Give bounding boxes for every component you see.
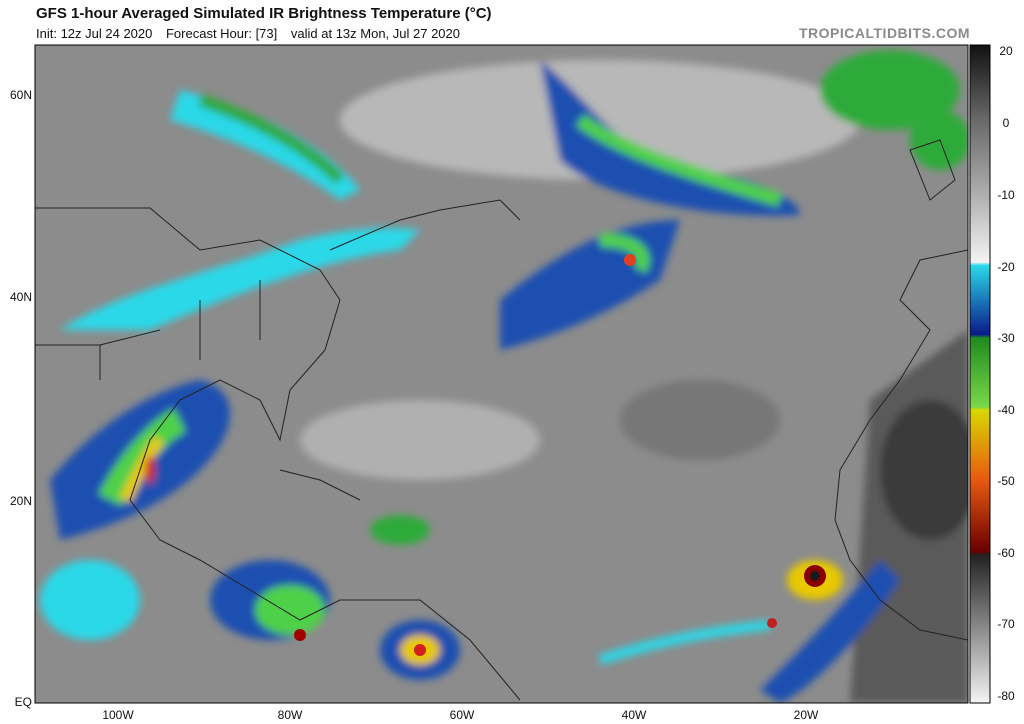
lat-label: EQ xyxy=(15,695,32,709)
lat-label: 40N xyxy=(10,290,32,304)
lon-label: 100W xyxy=(102,708,134,722)
storm-core xyxy=(414,644,426,656)
lon-label: 40W xyxy=(622,708,647,722)
lon-label: 80W xyxy=(278,708,303,722)
lon-label: 60W xyxy=(450,708,475,722)
coastlines xyxy=(35,139,968,701)
colorbar-label: -70 xyxy=(997,617,1015,631)
labels: 60N 40N 20N EQ 100W 80W 60W 40W 20W 20 0 -10 -20 -30 -… xyxy=(10,44,1015,722)
lat-label: 60N xyxy=(10,88,32,102)
colorbar-label: 0 xyxy=(1003,116,1010,130)
colorbar xyxy=(969,44,991,704)
site-name: TROPICALTIDBITS.COM xyxy=(798,25,970,41)
colorbar-label: -40 xyxy=(997,403,1015,417)
colorbar-label: -30 xyxy=(997,331,1015,345)
cloud-field xyxy=(40,50,968,703)
colorbar-label: -60 xyxy=(997,546,1015,560)
storm-core xyxy=(810,571,820,581)
lon-label: 20W xyxy=(794,708,819,722)
storm-core xyxy=(294,629,306,641)
colorbar-label: -50 xyxy=(997,474,1015,488)
map-area xyxy=(35,45,968,703)
init-time: Init: 12z Jul 24 2020 xyxy=(36,26,153,41)
forecast-hour: Forecast Hour: [73] xyxy=(165,26,278,41)
colorbar-label: 20 xyxy=(999,44,1013,58)
storm-core xyxy=(624,254,636,266)
subtitle: Init: 12z Jul 24 2020 Forecast Hour: [73… xyxy=(36,26,470,41)
colorbar-label: -20 xyxy=(997,260,1015,274)
colorbar-label: -10 xyxy=(997,188,1015,202)
storm-core xyxy=(767,618,777,628)
map-frame xyxy=(34,44,969,704)
title: GFS 1-hour Averaged Simulated IR Brightn… xyxy=(36,5,492,22)
lat-label: 20N xyxy=(10,494,32,508)
valid-time: valid at 13z Mon, Jul 27 2020 xyxy=(290,26,460,41)
colorbar-label: -80 xyxy=(997,689,1015,703)
